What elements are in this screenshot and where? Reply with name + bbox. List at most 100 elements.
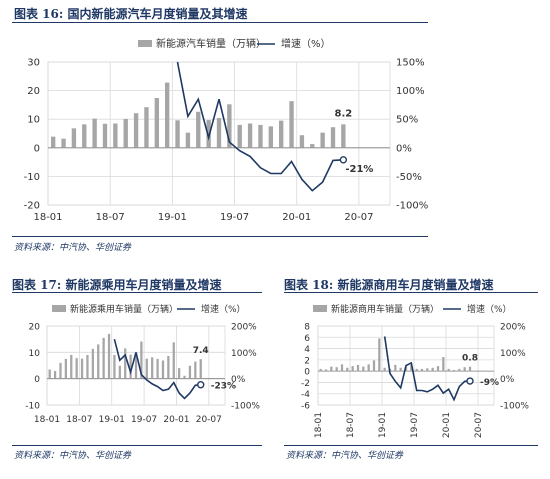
sales-bar — [144, 107, 149, 148]
legend-bar-label: 新能源汽车销量（万辆） — [156, 37, 266, 50]
sales-bar — [165, 82, 170, 148]
x-axis-tick-label: 19-07 — [410, 412, 420, 438]
sales-bar — [415, 368, 418, 372]
plot-frame — [317, 325, 495, 406]
right-axis-tick-label: 0% — [231, 375, 246, 385]
x-axis-tick-label: 18-07 — [66, 415, 92, 425]
growth-line — [383, 336, 471, 402]
x-axis-tick-label: 20-07 — [344, 212, 373, 223]
sales-bar — [431, 367, 434, 372]
x-axis-tick-label: 20-01 — [282, 212, 311, 223]
sales-bar — [237, 124, 242, 148]
sales-bar — [161, 360, 165, 379]
sales-bar — [378, 338, 381, 372]
legend-bar-swatch — [313, 305, 327, 312]
left-axis-tick-label: 2 — [304, 356, 310, 366]
x-axis-tick-label: 20-07 — [474, 412, 484, 438]
figure-16-title: 图表 16: 国内新能源汽车月度销量及其增速 — [14, 7, 248, 21]
sales-bar — [258, 124, 263, 148]
right-axis-tick-label: 100% — [396, 86, 425, 97]
sales-bar — [53, 371, 57, 379]
sales-bar — [107, 333, 111, 379]
sales-bar — [175, 120, 180, 148]
sales-bar — [340, 364, 344, 372]
legend-bar-label: 新能源商用车销量（万辆） — [331, 303, 439, 315]
figure-18-top-rule — [284, 292, 538, 293]
last-bar-value-label: 0.8 — [462, 354, 478, 364]
x-axis-tick-label: 20-07 — [196, 415, 222, 425]
figure-17-top-rule — [12, 292, 262, 293]
x-axis-tick-label: 20-01 — [163, 415, 189, 425]
left-axis-tick-label: 10 — [29, 349, 41, 359]
sales-bar — [394, 364, 397, 372]
sales-bar — [91, 348, 94, 379]
sales-bar — [140, 341, 143, 379]
right-axis-tick-label: 0% — [500, 375, 515, 385]
sales-bar — [167, 356, 170, 379]
last-point-value-label: -9% — [480, 378, 499, 388]
sales-bar — [185, 132, 191, 148]
sales-bar — [172, 342, 175, 379]
sales-bar — [310, 144, 315, 148]
legend-bar-label: 新能源乘用车销量（万辆） — [70, 303, 178, 315]
last-bar-value-label: 7.4 — [193, 346, 209, 356]
x-axis-tick-label: 19-01 — [158, 212, 187, 223]
sales-bar — [64, 358, 68, 379]
sales-bar — [268, 126, 273, 148]
sales-bar — [351, 366, 354, 372]
sales-bar — [70, 354, 73, 379]
sales-bar — [51, 136, 56, 148]
sales-bar — [124, 348, 127, 379]
sales-bar — [227, 104, 232, 148]
sales-bar — [194, 361, 197, 379]
sales-bar — [447, 368, 450, 372]
sales-bar — [196, 111, 201, 148]
sales-bar — [367, 364, 370, 372]
x-axis-tick-label: 18-07 — [96, 212, 125, 223]
growth-line — [176, 62, 344, 192]
sales-bar — [420, 368, 424, 372]
sales-bar — [356, 364, 360, 372]
sales-bar — [436, 366, 440, 372]
sales-bar — [410, 364, 413, 372]
sales-bar — [156, 358, 159, 379]
right-axis-tick-label: 50% — [396, 115, 418, 126]
right-axis-tick-label: 100% — [231, 349, 257, 359]
sales-bar — [452, 370, 456, 372]
legend-line-label: 增速（%） — [201, 303, 246, 315]
figure-18-title: 图表 18: 新能源商用车月度销量及增速 — [284, 278, 494, 292]
sales-bar — [59, 362, 62, 379]
sales-bar — [151, 357, 154, 379]
sales-bar — [61, 138, 66, 148]
x-axis-tick-label: 18-01 — [314, 412, 324, 438]
legend-line-label: 增速（%） — [467, 303, 512, 315]
plot-frame — [47, 61, 391, 206]
sales-bar — [442, 357, 445, 372]
x-axis-tick-label: 19-01 — [378, 412, 388, 438]
sales-bar — [188, 365, 192, 379]
sales-bar — [216, 118, 222, 148]
sales-bar — [383, 367, 386, 372]
sales-bar — [102, 337, 105, 379]
figure-18-bottom-rule — [284, 445, 538, 446]
sales-bar — [129, 354, 132, 379]
x-axis-tick-label: 19-07 — [220, 212, 249, 223]
sales-bar — [341, 124, 346, 148]
plot-frame — [46, 325, 226, 406]
sales-bar — [320, 132, 325, 148]
sales-bar — [80, 358, 84, 379]
sales-bar — [279, 120, 284, 148]
right-axis-tick-label: -100% — [231, 402, 260, 412]
sales-bar — [113, 354, 116, 379]
sales-bar — [468, 366, 472, 372]
figure-16-source: 资料来源：中汽协、华创证券 — [14, 243, 132, 253]
right-axis-tick-label: 200% — [231, 323, 257, 333]
right-axis-tick-label: -50% — [396, 172, 422, 183]
right-axis-tick-label: 100% — [500, 349, 526, 359]
sales-bar — [372, 360, 376, 372]
sales-bar — [324, 369, 328, 372]
sales-bar — [426, 368, 429, 372]
sales-bar — [463, 367, 466, 372]
left-axis-tick-label: 10 — [27, 115, 40, 126]
